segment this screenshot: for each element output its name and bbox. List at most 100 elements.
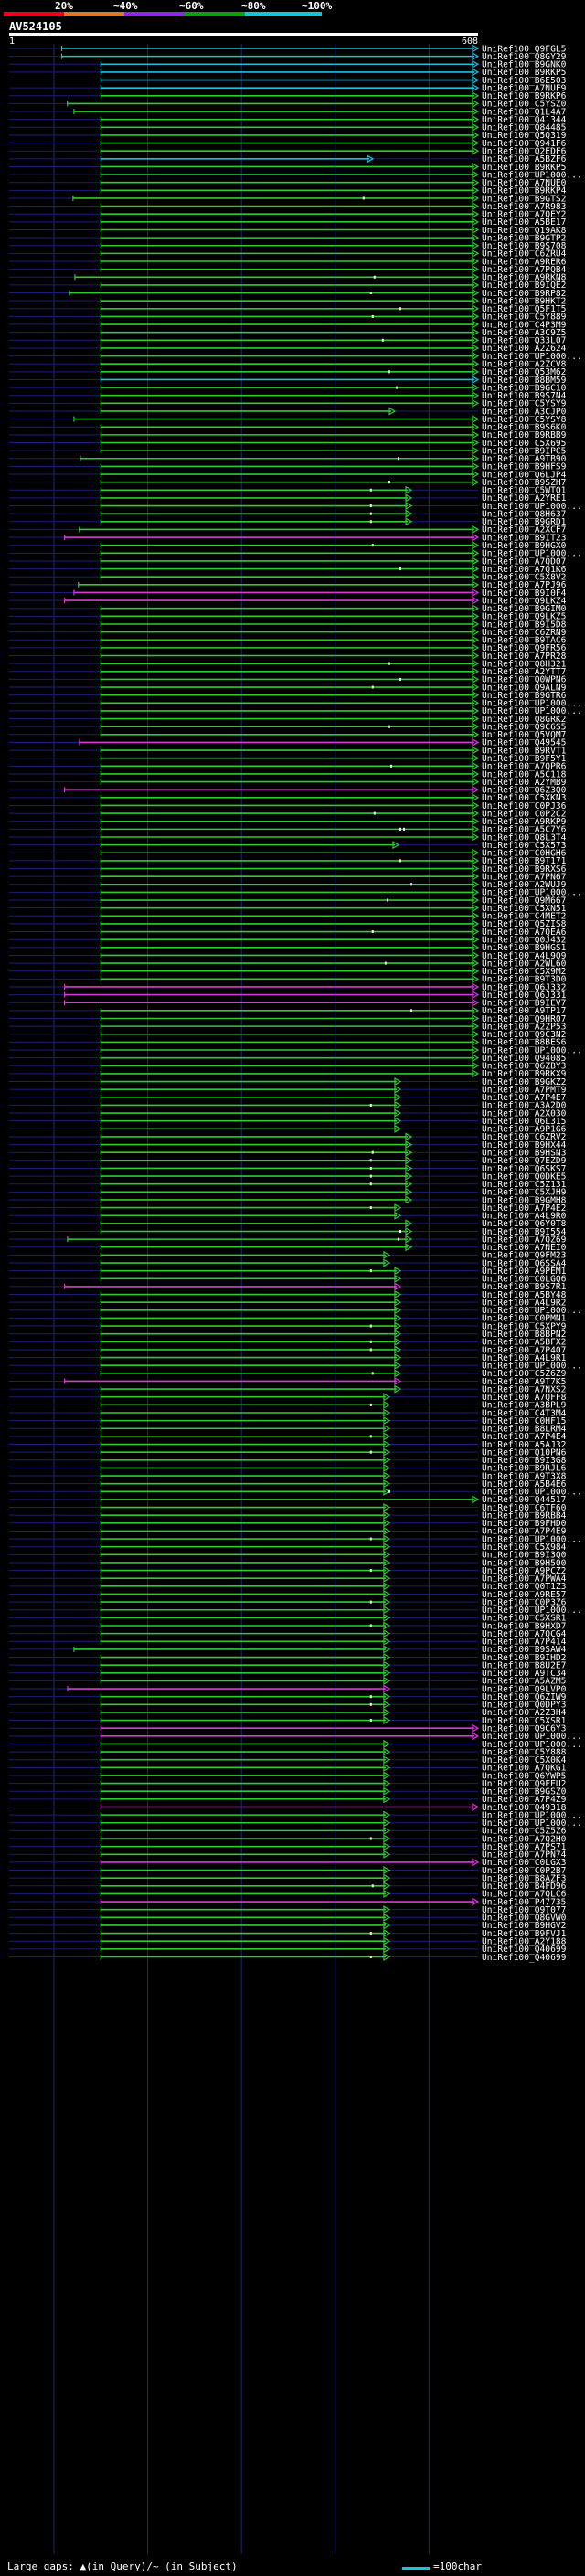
hit-label: UniRef100_A4L9R2 — [482, 1298, 566, 1308]
hit-label: UniRef100_B9HGX0 — [482, 541, 567, 551]
hit-arrow — [405, 1156, 413, 1165]
hit-label: UniRef100_A7P414 — [482, 1638, 567, 1648]
hit-row: UniRef100_A5BY48 — [9, 1290, 567, 1300]
hit-arrow — [472, 769, 480, 779]
hit-label: UniRef100_Q0J432 — [482, 935, 566, 945]
hit-label: UniRef100_C5Z5Z6 — [482, 1827, 567, 1837]
query-end: 608 — [462, 37, 479, 47]
hit-row: UniRef100_A7PMT9 — [9, 1085, 567, 1095]
hit-label: UniRef100_Q9FR56 — [482, 643, 567, 653]
hit-row: UniRef100_B9RKP4 — [9, 186, 567, 196]
hit-row: UniRef100_A9RKP9 — [9, 817, 567, 827]
hit-arrow — [472, 202, 480, 211]
hit-row: UniRef100_A2WL60 — [9, 959, 567, 969]
hit-label: UniRef100_UP1000... — [482, 549, 582, 559]
hit-row: UniRef100_B9RP82 — [9, 289, 566, 299]
hit-label: UniRef100_Q9LKZ4 — [482, 596, 567, 606]
hit-label: UniRef100_Q44517 — [482, 1495, 567, 1505]
hit-gap-marker — [371, 1150, 374, 1154]
hit-arrow — [383, 1818, 391, 1828]
hit-arrow — [472, 943, 480, 952]
hit-row: UniRef100_A7NXS2 — [9, 1384, 566, 1394]
hit-label: UniRef100_A7NXS2 — [482, 1384, 566, 1394]
hit-label: UniRef100_B9HSN3 — [482, 1149, 567, 1159]
hit-arrow — [472, 454, 480, 463]
hit-label: UniRef100_B9SZH7 — [482, 478, 567, 488]
gap-legend-text: Large gaps: ▲(in Query)/~ (in Subject) — [7, 2560, 238, 2572]
hit-gap-marker — [399, 827, 401, 831]
hit-arrow — [472, 131, 480, 140]
hit-label: UniRef100_B8BES6 — [482, 1038, 567, 1048]
hit-label: UniRef100_A9PEM1 — [482, 1267, 567, 1277]
hit-row: UniRef100_Q49545 — [9, 738, 566, 748]
hit-row: UniRef100_B9RBB4 — [9, 1511, 567, 1521]
hit-row: UniRef100_A9RKN8 — [9, 273, 567, 283]
hit-label: UniRef100_B9IT23 — [482, 533, 567, 543]
hit-arrow — [472, 288, 480, 298]
hit-row: UniRef100_Q9LKZ5 — [9, 612, 566, 622]
hit-arrow — [472, 75, 480, 85]
hit-label: UniRef100_A7P4Z9 — [482, 1795, 567, 1805]
hit-gap-marker — [369, 1166, 372, 1170]
hit-row: UniRef100_Q94085 — [9, 1054, 566, 1064]
hit-arrow — [472, 1037, 480, 1046]
hit-arrow — [472, 209, 480, 218]
hit-row: UniRef100_Q9M667 — [9, 896, 567, 906]
hit-label: UniRef100_Q9LKZ5 — [482, 612, 566, 622]
hit-label: UniRef100_A7R983 — [482, 202, 567, 212]
hit-row: UniRef100_Q0DPY3 — [9, 1701, 567, 1711]
hit-row: UniRef100_B9HFS9 — [9, 462, 567, 472]
hit-row: UniRef100_Q9FR56 — [9, 643, 567, 653]
hit-arrow — [472, 146, 480, 155]
hit-arrow — [472, 998, 480, 1007]
hit-label: UniRef100_A3CJP0 — [482, 407, 567, 417]
hit-label: UniRef100_A5C118 — [482, 769, 567, 779]
hit-row: UniRef100_A5BFX2 — [9, 1338, 566, 1348]
hit-row: UniRef100_B9S708 — [9, 241, 567, 251]
hit-arrow — [472, 674, 480, 684]
hit-row: UniRef100_A7PR28 — [9, 652, 567, 662]
hit-label: UniRef100_C5Z6Z9 — [482, 1369, 567, 1379]
hit-row: UniRef100_Q9ALN9 — [9, 683, 567, 693]
hit-label: UniRef100_B9HKT2 — [482, 296, 566, 306]
hit-arrow — [383, 1850, 391, 1859]
hit-arrow — [472, 241, 480, 250]
hit-arrow — [472, 52, 480, 61]
hit-row: UniRef100_Q0WPN6 — [9, 675, 567, 685]
hit-label: UniRef100_Q9T077 — [482, 1905, 567, 1915]
hit-gap-marker — [371, 544, 374, 547]
hit-arrow — [394, 1353, 402, 1362]
hit-row: UniRef100_C5XPY9 — [9, 1321, 567, 1331]
hit-row: UniRef100_A7PN74 — [9, 1850, 567, 1860]
hit-arrow — [383, 1889, 391, 1898]
hit-row: UniRef100_B9GKZ2 — [9, 1077, 566, 1087]
hit-row: UniRef100_Q6LJP4 — [9, 470, 567, 480]
hit-row: UniRef100_A7P4Z9 — [9, 1795, 567, 1805]
hit-row: UniRef100_B9F5Y1 — [9, 754, 567, 764]
hit-row: UniRef100_A7NUE0 — [9, 178, 567, 188]
hit-label: UniRef100_A9RER6 — [482, 257, 567, 267]
hit-row: UniRef100_B9FHD0 — [9, 1519, 567, 1529]
hit-arrow — [472, 620, 480, 629]
hit-row: UniRef100_A7Q2H0 — [9, 1834, 567, 1844]
hit-label: UniRef100_A2Z3H4 — [482, 1708, 567, 1718]
hit-row: UniRef100_A2YMB9 — [9, 778, 567, 788]
hit-arrow — [405, 1171, 413, 1181]
hit-gap-marker — [369, 488, 372, 492]
hit-row: UniRef100_B9RXS6 — [9, 864, 567, 875]
hit-gap-marker — [388, 1489, 390, 1493]
hit-arrow — [472, 691, 480, 700]
hit-arrow — [383, 1550, 391, 1559]
hit-arrow — [472, 446, 480, 455]
hit-label: UniRef100_Q9FGL5 — [482, 44, 566, 54]
hit-arrow — [394, 1203, 402, 1213]
hit-label: UniRef100_A7NUF9 — [482, 83, 567, 93]
hit-row: UniRef100_B9RKP5 — [9, 163, 566, 173]
hit-arrow — [472, 628, 480, 637]
hit-arrow — [405, 485, 413, 494]
hit-gap-marker — [371, 1372, 374, 1375]
hit-row: UniRef100_Q6J332 — [9, 982, 566, 992]
hit-arrow — [383, 1479, 391, 1489]
scale-label: =100char — [433, 2560, 482, 2572]
hit-arrow — [472, 896, 480, 905]
